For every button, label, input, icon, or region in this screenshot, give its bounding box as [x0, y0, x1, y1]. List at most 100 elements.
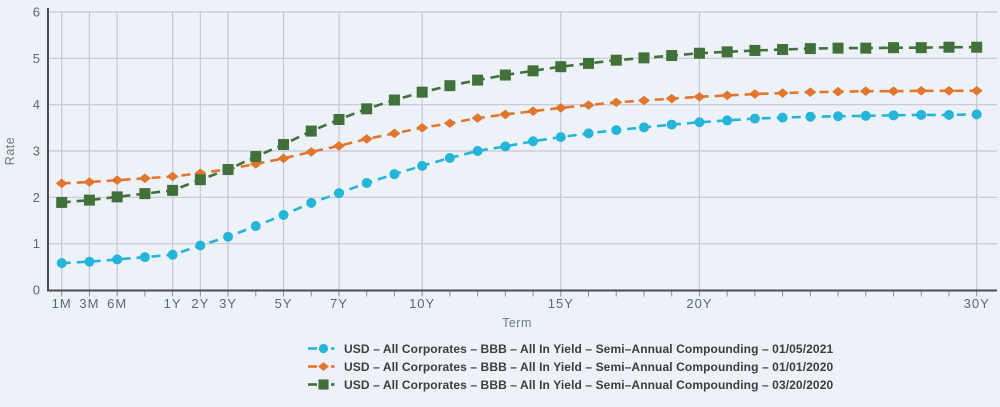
- data-point-diamond[interactable]: [138, 173, 151, 184]
- data-point-circle[interactable]: [223, 231, 234, 242]
- data-point-square[interactable]: [361, 103, 373, 115]
- data-point-square[interactable]: [693, 47, 705, 59]
- data-point-square[interactable]: [472, 74, 484, 86]
- data-point-square[interactable]: [915, 42, 927, 54]
- data-point-circle[interactable]: [361, 177, 372, 188]
- data-point-diamond[interactable]: [527, 106, 540, 116]
- data-point-square[interactable]: [527, 65, 539, 77]
- data-point-square[interactable]: [888, 42, 900, 54]
- data-point-square[interactable]: [804, 43, 816, 55]
- data-point-circle[interactable]: [888, 110, 899, 121]
- data-point-square[interactable]: [318, 379, 329, 390]
- legend-item-2020-03-20[interactable]: USD – All Corporates – BBB – All In Yiel…: [308, 377, 833, 392]
- data-point-square[interactable]: [167, 184, 179, 196]
- data-point-diamond[interactable]: [804, 87, 817, 97]
- data-point-square[interactable]: [83, 194, 95, 206]
- data-point-diamond[interactable]: [416, 123, 429, 133]
- data-point-circle[interactable]: [167, 249, 178, 260]
- data-point-circle[interactable]: [833, 111, 844, 122]
- data-point-circle[interactable]: [444, 152, 455, 163]
- data-point-diamond[interactable]: [55, 178, 68, 189]
- data-point-circle[interactable]: [84, 256, 95, 267]
- data-point-square[interactable]: [194, 174, 206, 186]
- data-point-square[interactable]: [56, 196, 68, 208]
- data-point-diamond[interactable]: [166, 171, 179, 182]
- data-point-square[interactable]: [638, 52, 650, 64]
- data-point-circle[interactable]: [195, 240, 206, 251]
- data-point-diamond[interactable]: [388, 128, 401, 139]
- data-point-square[interactable]: [832, 42, 844, 54]
- legend-item-2021-01-05[interactable]: USD – All Corporates – BBB – All In Yiel…: [308, 341, 833, 356]
- data-point-diamond[interactable]: [832, 86, 845, 97]
- data-point-square[interactable]: [721, 46, 733, 58]
- data-point-circle[interactable]: [666, 119, 677, 130]
- data-point-circle[interactable]: [528, 136, 539, 147]
- data-point-circle[interactable]: [139, 252, 150, 263]
- data-point-square[interactable]: [250, 151, 262, 163]
- data-point-diamond[interactable]: [277, 153, 290, 164]
- data-point-diamond[interactable]: [554, 103, 567, 113]
- data-point-square[interactable]: [416, 86, 428, 98]
- data-point-square[interactable]: [583, 57, 595, 69]
- data-point-circle[interactable]: [611, 125, 622, 136]
- data-point-square[interactable]: [610, 54, 622, 66]
- data-point-square[interactable]: [555, 61, 567, 73]
- data-point-square[interactable]: [666, 50, 678, 62]
- data-point-circle[interactable]: [472, 146, 483, 156]
- data-point-square[interactable]: [139, 188, 151, 200]
- data-point-diamond[interactable]: [637, 95, 650, 106]
- data-point-circle[interactable]: [417, 160, 428, 171]
- data-point-diamond[interactable]: [360, 134, 373, 144]
- data-point-diamond[interactable]: [610, 97, 623, 108]
- data-point-square[interactable]: [749, 44, 761, 56]
- data-point-diamond[interactable]: [776, 88, 789, 98]
- data-point-diamond[interactable]: [332, 141, 345, 151]
- data-point-diamond[interactable]: [859, 86, 872, 97]
- data-point-circle[interactable]: [694, 117, 705, 128]
- data-point-diamond[interactable]: [748, 89, 761, 99]
- legend-item-2020-01-01[interactable]: USD – All Corporates – BBB – All In Yiel…: [308, 359, 833, 374]
- data-point-circle[interactable]: [306, 197, 317, 208]
- data-point-square[interactable]: [971, 41, 983, 53]
- data-point-diamond[interactable]: [693, 91, 706, 102]
- data-point-circle[interactable]: [971, 109, 982, 120]
- data-point-circle[interactable]: [389, 169, 400, 180]
- data-point-square[interactable]: [444, 80, 456, 92]
- data-point-diamond[interactable]: [111, 175, 124, 185]
- data-point-diamond[interactable]: [721, 90, 734, 101]
- data-point-circle[interactable]: [583, 128, 594, 139]
- data-point-square[interactable]: [222, 164, 234, 176]
- data-point-diamond[interactable]: [443, 118, 456, 128]
- data-point-circle[interactable]: [749, 113, 760, 124]
- data-point-diamond[interactable]: [970, 85, 983, 96]
- data-point-square[interactable]: [388, 94, 400, 106]
- data-point-square[interactable]: [860, 42, 872, 54]
- data-point-circle[interactable]: [777, 112, 788, 123]
- data-point-circle[interactable]: [112, 254, 123, 265]
- data-point-square[interactable]: [111, 191, 123, 203]
- data-point-circle[interactable]: [722, 115, 733, 126]
- data-point-diamond[interactable]: [665, 93, 678, 104]
- data-point-square[interactable]: [499, 69, 511, 81]
- data-point-diamond[interactable]: [305, 147, 318, 157]
- data-point-circle[interactable]: [318, 343, 329, 354]
- data-point-square[interactable]: [305, 125, 317, 137]
- data-point-circle[interactable]: [860, 110, 871, 121]
- data-point-diamond[interactable]: [83, 177, 96, 187]
- data-point-circle[interactable]: [333, 188, 344, 199]
- data-point-diamond[interactable]: [317, 362, 330, 371]
- data-point-diamond[interactable]: [915, 85, 928, 96]
- data-point-circle[interactable]: [250, 221, 261, 232]
- data-point-diamond[interactable]: [499, 109, 512, 120]
- data-point-circle[interactable]: [943, 109, 954, 120]
- data-point-diamond[interactable]: [942, 85, 955, 96]
- data-point-circle[interactable]: [805, 111, 816, 122]
- data-point-circle[interactable]: [500, 141, 511, 152]
- data-point-square[interactable]: [777, 44, 789, 56]
- data-point-diamond[interactable]: [887, 86, 900, 97]
- data-point-diamond[interactable]: [582, 100, 595, 110]
- data-point-circle[interactable]: [916, 109, 927, 120]
- data-point-square[interactable]: [333, 113, 345, 125]
- data-point-square[interactable]: [943, 41, 955, 53]
- data-point-diamond[interactable]: [471, 113, 484, 123]
